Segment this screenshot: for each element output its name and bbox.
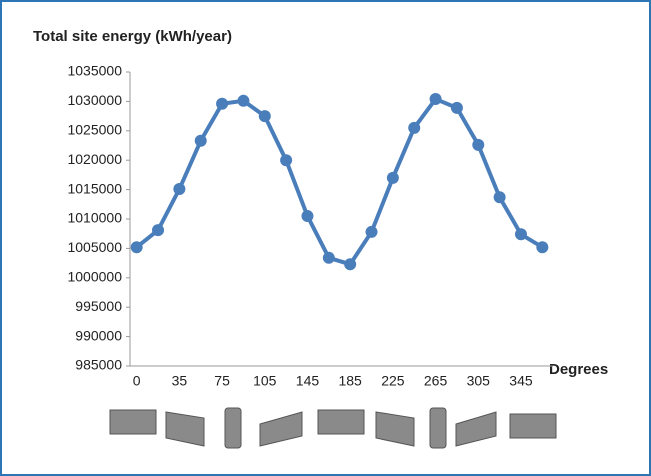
x-tick-label: 145 (296, 373, 320, 389)
data-point (301, 210, 314, 223)
x-tick-label: 0 (133, 373, 141, 389)
data-point (130, 241, 143, 254)
data-point (173, 183, 186, 196)
y-tick-label: 995000 (75, 298, 122, 314)
data-point (386, 171, 399, 184)
data-point (408, 121, 421, 134)
data-point (514, 228, 527, 241)
y-tick-label: 1005000 (67, 239, 122, 255)
data-point (194, 134, 207, 147)
data-point (536, 241, 549, 254)
y-tick-label: 985000 (75, 357, 122, 373)
x-tick-label: 265 (424, 373, 448, 389)
x-tick-label: 75 (214, 373, 230, 389)
data-line (135, 97, 544, 267)
y-tick-label: 1015000 (67, 180, 122, 196)
data-point (493, 191, 506, 204)
x-tick-label: 305 (467, 373, 491, 389)
data-point (280, 154, 293, 167)
y-tick-label: 1020000 (67, 151, 122, 167)
data-point (450, 101, 463, 114)
x-tick-label: 185 (338, 373, 362, 389)
x-tick-label: 225 (381, 373, 405, 389)
data-point (216, 97, 229, 110)
x-tick-label: 35 (172, 373, 188, 389)
data-point (429, 93, 442, 106)
data-point (237, 94, 250, 107)
y-tick-label: 990000 (75, 327, 122, 343)
y-tick-label: 1030000 (67, 92, 122, 108)
data-point (152, 224, 165, 237)
data-point (344, 258, 357, 271)
y-tick-label: 1035000 (67, 63, 122, 79)
data-point (365, 225, 378, 238)
building-icons (109, 407, 557, 449)
data-point (472, 138, 485, 151)
data-point (258, 110, 271, 123)
x-tick-label: 105 (253, 373, 277, 389)
data-point (322, 251, 335, 264)
y-tick-label: 1010000 (67, 210, 122, 226)
y-tick-label: 1025000 (67, 122, 122, 138)
x-tick-label: 345 (509, 373, 533, 389)
y-tick-label: 1000000 (67, 269, 122, 285)
x-axis-label: Degrees (549, 361, 608, 378)
chart-title: Total site energy (kWh/year) (33, 28, 232, 45)
